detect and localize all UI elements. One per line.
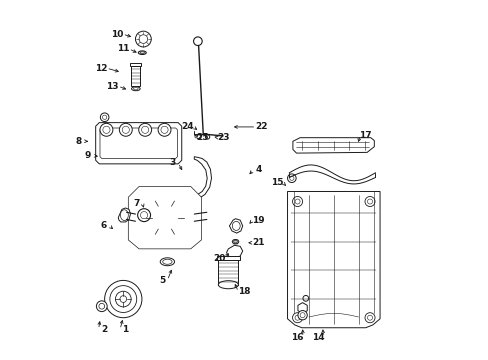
Circle shape <box>289 176 293 180</box>
Circle shape <box>196 135 201 139</box>
Ellipse shape <box>232 239 238 244</box>
Circle shape <box>151 204 178 231</box>
Circle shape <box>158 123 171 136</box>
Circle shape <box>100 123 113 136</box>
Circle shape <box>364 313 374 323</box>
Circle shape <box>287 174 296 183</box>
Circle shape <box>161 126 168 134</box>
Circle shape <box>367 315 372 320</box>
Ellipse shape <box>140 52 144 54</box>
Text: 21: 21 <box>251 238 264 247</box>
Circle shape <box>292 313 302 323</box>
Ellipse shape <box>233 240 237 243</box>
Circle shape <box>139 123 151 136</box>
Text: 25: 25 <box>196 133 208 142</box>
Polygon shape <box>118 208 130 222</box>
Text: 14: 14 <box>311 333 324 342</box>
Circle shape <box>364 197 374 207</box>
Polygon shape <box>128 186 201 249</box>
Ellipse shape <box>131 87 140 91</box>
Text: 10: 10 <box>111 30 123 39</box>
Text: 4: 4 <box>255 166 262 175</box>
Ellipse shape <box>163 259 172 264</box>
Polygon shape <box>297 303 306 314</box>
Circle shape <box>193 37 202 45</box>
Circle shape <box>142 195 186 240</box>
Circle shape <box>142 126 148 134</box>
Circle shape <box>96 301 107 312</box>
Polygon shape <box>100 128 177 158</box>
Circle shape <box>122 126 129 134</box>
Ellipse shape <box>138 51 146 54</box>
Text: 12: 12 <box>95 64 107 73</box>
Text: 19: 19 <box>251 216 264 225</box>
Ellipse shape <box>218 281 238 289</box>
Polygon shape <box>229 219 242 233</box>
Text: 20: 20 <box>213 254 225 263</box>
Text: 22: 22 <box>255 122 267 131</box>
Circle shape <box>292 197 302 207</box>
Polygon shape <box>292 138 373 153</box>
Text: 17: 17 <box>359 131 371 140</box>
Text: 13: 13 <box>106 82 119 91</box>
Circle shape <box>140 212 147 219</box>
Circle shape <box>119 123 132 136</box>
Circle shape <box>294 315 300 320</box>
Text: 11: 11 <box>117 44 129 53</box>
Polygon shape <box>130 63 141 66</box>
Polygon shape <box>194 157 211 198</box>
Polygon shape <box>218 260 238 285</box>
Polygon shape <box>131 66 140 86</box>
Circle shape <box>205 135 209 139</box>
Circle shape <box>159 212 170 223</box>
Polygon shape <box>96 123 182 164</box>
Circle shape <box>99 303 104 309</box>
Ellipse shape <box>232 221 240 230</box>
Ellipse shape <box>133 87 138 90</box>
Circle shape <box>300 313 305 318</box>
Text: 16: 16 <box>291 333 303 342</box>
Text: 18: 18 <box>237 287 249 296</box>
Circle shape <box>294 199 300 204</box>
Circle shape <box>100 113 109 122</box>
Circle shape <box>104 280 142 318</box>
Ellipse shape <box>120 210 128 221</box>
Circle shape <box>137 209 150 222</box>
Circle shape <box>367 199 372 204</box>
Polygon shape <box>226 245 242 258</box>
Circle shape <box>102 126 110 134</box>
Text: 24: 24 <box>181 122 194 131</box>
Circle shape <box>135 188 194 247</box>
Circle shape <box>102 115 106 120</box>
Text: 5: 5 <box>159 276 165 285</box>
Circle shape <box>303 296 308 301</box>
Text: 8: 8 <box>76 137 82 146</box>
Text: 15: 15 <box>271 178 283 187</box>
Text: 1: 1 <box>122 325 128 334</box>
Text: 9: 9 <box>84 151 90 160</box>
Text: 23: 23 <box>217 133 229 142</box>
Ellipse shape <box>160 258 174 266</box>
Circle shape <box>110 285 137 312</box>
Polygon shape <box>287 192 379 328</box>
Text: 2: 2 <box>101 325 107 334</box>
Circle shape <box>139 35 147 43</box>
Circle shape <box>120 296 126 302</box>
Circle shape <box>115 291 131 307</box>
Text: 7: 7 <box>133 199 140 208</box>
Polygon shape <box>216 256 240 260</box>
Circle shape <box>297 311 306 320</box>
Text: 3: 3 <box>169 158 176 167</box>
Text: 6: 6 <box>101 221 107 230</box>
Circle shape <box>135 31 151 47</box>
